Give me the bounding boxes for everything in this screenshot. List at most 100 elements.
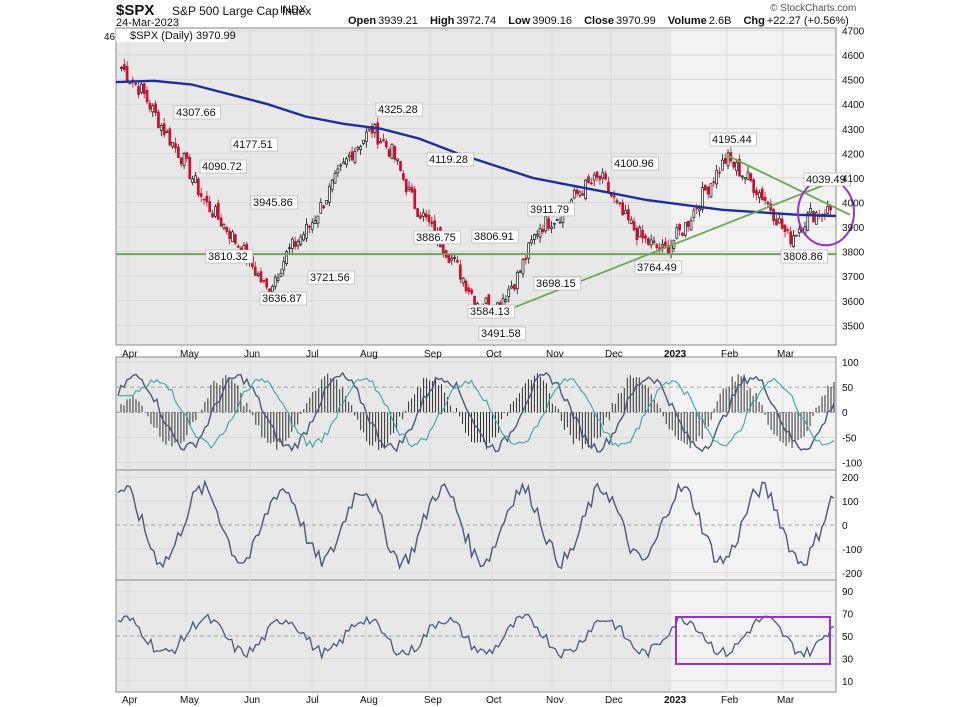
low-value: 3909.16 xyxy=(532,15,572,27)
candle-body xyxy=(595,171,599,178)
legend-box xyxy=(116,29,228,42)
candle-body xyxy=(535,233,539,237)
candle-body xyxy=(629,219,633,224)
candle-body xyxy=(581,193,585,196)
candle-body xyxy=(322,205,325,209)
candle-body xyxy=(145,90,149,103)
rsi-xtick: Jul xyxy=(306,695,319,706)
candle-body xyxy=(430,221,434,224)
rsi-xtick: Dec xyxy=(605,695,623,706)
candle-body xyxy=(191,178,194,183)
panel-bg-recent-1 xyxy=(670,357,836,470)
candle-body xyxy=(792,235,795,248)
price-label-box xyxy=(230,137,279,152)
candle-body xyxy=(723,158,727,164)
candle-body xyxy=(712,181,716,184)
candle-body xyxy=(635,227,639,240)
candle-body xyxy=(316,215,320,224)
candle-body xyxy=(174,143,177,149)
candle-body xyxy=(347,154,351,158)
candle-body xyxy=(399,160,402,171)
candle-body xyxy=(453,257,456,259)
candle-body xyxy=(296,240,300,247)
candle-body xyxy=(205,195,209,203)
candle-body xyxy=(484,297,488,304)
moving-average-line xyxy=(115,79,837,218)
candle-body xyxy=(336,168,340,174)
price-label: 4325.28 xyxy=(378,104,418,116)
candle-body xyxy=(726,152,730,167)
cci-ytick: -200 xyxy=(842,569,862,580)
candle-body xyxy=(721,159,724,171)
candle-body xyxy=(382,139,385,142)
candle-body xyxy=(592,174,596,181)
candle-body xyxy=(652,240,656,243)
candle-body xyxy=(125,65,129,81)
price-ytick: 4400 xyxy=(842,100,865,111)
candle-body xyxy=(219,217,223,227)
candle-body xyxy=(410,186,414,193)
cci-line xyxy=(117,479,835,571)
candle-body xyxy=(607,181,610,193)
macd-ytick: 0 xyxy=(842,408,848,419)
candle-body xyxy=(638,227,642,238)
candle-body xyxy=(185,152,189,159)
price-label: 3810.32 xyxy=(208,251,248,263)
candle-body xyxy=(350,151,354,161)
price-xtick: Mar xyxy=(777,349,795,360)
chart-index-name: S&P 500 Large Cap Index xyxy=(172,4,312,18)
candle-body xyxy=(359,146,363,150)
open-value: 3939.21 xyxy=(378,15,418,27)
price-label-box xyxy=(780,249,829,264)
price-label: 3808.86 xyxy=(783,251,823,263)
candle-body xyxy=(646,238,650,245)
corner-label: 46 xyxy=(104,32,116,43)
price-label-box xyxy=(375,102,424,117)
candle-body xyxy=(421,212,425,217)
candle-body xyxy=(458,264,462,280)
rsi-xtick: Nov xyxy=(546,695,564,706)
price-label-box xyxy=(467,304,516,319)
cci-ytick: -100 xyxy=(842,545,862,556)
rsi-xtick: Apr xyxy=(122,695,138,706)
candle-body xyxy=(752,179,756,194)
candle-body xyxy=(216,202,220,220)
price-label: 3636.87 xyxy=(262,293,302,305)
candle-body xyxy=(524,257,528,261)
candle-body xyxy=(362,139,365,144)
volume-label: Volume xyxy=(667,15,707,27)
candle-body xyxy=(578,191,582,196)
price-xtick: Nov xyxy=(546,349,564,360)
price-label: 3764.49 xyxy=(637,262,677,274)
ohlc-readout: Open 3939.21 High 3972.74 Low 3909.16 Close… xyxy=(348,15,858,27)
candle-body xyxy=(393,146,397,160)
candle-body xyxy=(550,226,553,229)
macd-ytick: 50 xyxy=(842,383,854,394)
candle-body xyxy=(302,234,306,241)
candle-body xyxy=(365,131,368,142)
rsi-line xyxy=(117,613,835,661)
candle-body xyxy=(587,176,590,183)
candle-body xyxy=(786,229,790,232)
candle-body xyxy=(826,206,830,214)
candle-body xyxy=(530,239,533,244)
panel-border-0 xyxy=(115,27,837,346)
candle-body xyxy=(797,228,801,234)
candle-body xyxy=(157,111,160,129)
candle-body xyxy=(424,213,428,218)
price-label: 4119.28 xyxy=(429,154,468,166)
price-xtick: Sep xyxy=(424,349,442,360)
candle-body xyxy=(701,187,704,210)
price-ytick: 4700 xyxy=(842,26,865,37)
chart-exchange: INDX xyxy=(280,4,307,16)
candle-body xyxy=(199,193,203,197)
cci-ytick: 200 xyxy=(842,473,859,484)
candle-body xyxy=(789,231,793,245)
candle-body xyxy=(253,266,257,276)
candle-body xyxy=(120,67,123,69)
candle-body xyxy=(333,172,337,184)
candle-body xyxy=(165,131,169,134)
price-label-box xyxy=(803,172,852,187)
candle-body xyxy=(641,230,644,239)
candle-body xyxy=(279,272,283,277)
